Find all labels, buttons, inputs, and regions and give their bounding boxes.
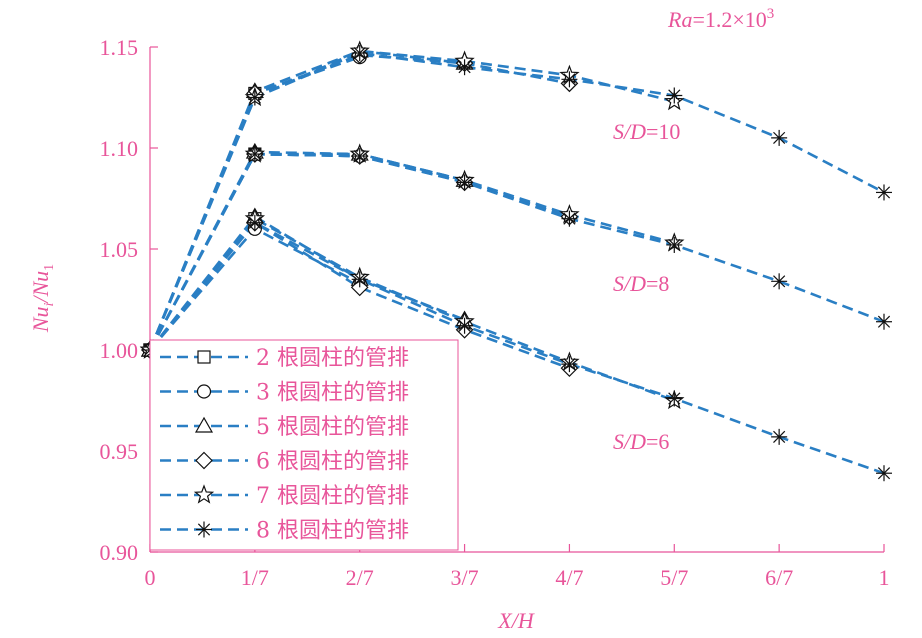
sd6-prefix: S/D [613,429,646,454]
series-line [148,152,570,351]
x-tick-label: 1/7 [241,565,269,590]
y-tick-label: 1.00 [100,338,139,363]
data-point [876,184,892,201]
marker-group [139,142,892,359]
data-point [246,146,263,163]
ra-annotation: Ra=1.2×103 [667,6,774,32]
series-line [148,152,360,351]
x-tick-label: 4/7 [555,565,583,590]
marker-layer [139,40,892,482]
legend-label: 5 根圆柱的管排 [256,415,409,440]
legend-entry: 2 根圆柱的管排 [160,346,409,371]
data-point [351,271,368,288]
y-tick-label: 0.90 [100,540,139,565]
data-point [561,210,578,227]
legend-marker [194,416,214,433]
x-tick-label: 0 [145,565,156,590]
data-point [456,59,473,76]
legend-entry: 3 根圆柱的管排 [160,381,409,406]
legend-label: 8 根圆柱的管排 [256,519,409,544]
legend-entry: 6 根圆柱的管排 [160,450,409,475]
sd8-prefix: S/D [613,271,646,296]
legend-entries: 2 根圆柱的管排 3 根圆柱的管排 5 根圆柱的管排 6 根圆柱的管排 7 根圆柱的管排… [160,346,409,544]
legend-marker [197,350,211,364]
data-point [771,273,788,290]
data-point [666,390,683,407]
data-point [456,174,473,191]
data-point [876,313,892,330]
series-group [148,150,885,351]
data-point [561,71,578,88]
series-line [148,51,885,351]
legend-label: 7 根圆柱的管排 [256,484,409,509]
series-line [148,152,675,351]
data-point [351,148,368,165]
ra-value: =1.2×10 [692,7,766,32]
data-point [771,428,788,445]
series-line [148,49,675,351]
legend-entry: 5 根圆柱的管排 [160,415,409,440]
sd10-annotation: S/D=10 [613,119,680,144]
x-axis-label: X/H [497,608,535,633]
data-point [246,89,263,106]
legend-entry: 8 根圆柱的管排 [160,519,409,544]
data-point [456,317,473,334]
y-tick-label: 1.05 [100,237,139,262]
axes: 0.90 0.95 1.00 1.05 1.10 1.15 0 1/7 2/7 3/7 4/7 5/7… [100,35,890,590]
x-tick-label: 1 [879,565,890,590]
y-tick-label: 1.15 [100,35,139,60]
series-line [148,53,570,351]
ra-exponent: 3 [767,6,775,22]
x-tick-label: 3/7 [451,565,479,590]
ra-prefix: Ra [667,7,692,32]
sd6-annotation: S/D=6 [613,429,669,454]
data-point [666,236,683,253]
legend-label: 6 根圆柱的管排 [256,450,409,475]
y-tick-label: 0.95 [100,439,139,464]
data-point [876,465,892,482]
x-tick-label: 5/7 [660,565,688,590]
legend-marker [196,384,212,399]
data-point [561,356,578,373]
legend-label: 2 根圆柱的管排 [256,346,409,371]
data-point [771,129,788,146]
legend-box [149,339,459,551]
y-axis-label: Nui/Nu1 [28,264,57,333]
data-point [351,45,368,62]
legend-label: 3 根圆柱的管排 [256,381,409,406]
sd10-value: =10 [646,119,680,144]
x-tick-label: 6/7 [765,565,793,590]
legend: 2 根圆柱的管排 3 根圆柱的管排 5 根圆柱的管排 6 根圆柱的管排 7 根圆柱的管排… [149,339,459,551]
x-tick-label: 2/7 [346,565,374,590]
y-tick-label: 1.10 [100,136,139,161]
series-line [148,152,885,351]
legend-marker [196,521,212,538]
legend-marker [193,484,215,504]
data-point [666,87,683,104]
sd8-value: =8 [646,271,669,296]
legend-marker [195,451,213,470]
sd10-prefix: S/D [613,119,646,144]
legend-entry: 7 根圆柱的管排 [160,484,409,509]
sd6-value: =6 [646,429,669,454]
data-point [246,214,263,231]
marker-group [139,40,892,359]
sd8-annotation: S/D=8 [613,271,669,296]
